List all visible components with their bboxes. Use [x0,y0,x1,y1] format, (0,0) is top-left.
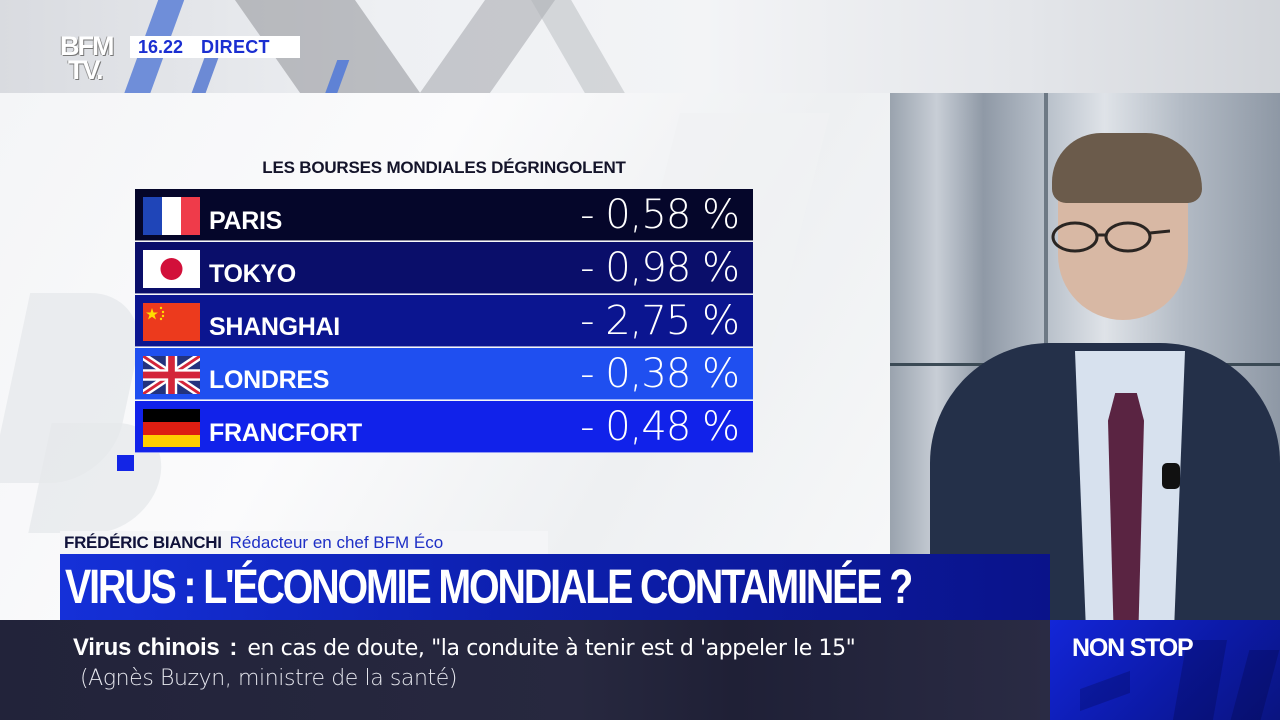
change-value: - 2,75 % [580,298,740,344]
uk-flag-icon [143,356,200,394]
ticker-attribution: (Agnès Buzyn, ministre de la santé) [80,666,458,691]
speaker-role: Rédacteur en chef BFM Éco [229,532,444,552]
presenter-tie [1108,393,1144,620]
ticker-line-1: Virus chinois: en cas de doute, "la condu… [73,634,856,662]
glasses-icon [1051,221,1170,253]
logo-line-2: TV. [68,55,104,85]
channel-logo: BFM TV. [60,31,124,85]
change-value: - 0,38 % [580,351,740,397]
table-row: FRANCFORT - 0,48 % [135,401,753,453]
markets-table: PARIS - 0,58 % TOKYO - 0,98 % SHANGHAI -… [135,189,753,454]
table-row: TOKYO - 0,98 % [135,242,753,294]
france-flag-icon [143,197,200,235]
ticker-quote: en cas de doute, "la conduite à tenir es… [247,636,856,661]
change-value: - 0,48 % [580,404,740,450]
headline-text: VIRUS : L'ÉCONOMIE MONDIALE CONTAMINÉE ? [65,560,913,614]
lapel-microphone-icon [1162,463,1180,489]
change-value: - 0,58 % [580,192,740,238]
germany-flag-icon [143,409,200,447]
change-value: - 0,98 % [580,245,740,291]
non-stop-badge: NON STOP [1050,620,1280,720]
city-label: LONDRES [209,366,330,394]
presenter-video [890,93,1280,620]
presenter-hair [1052,133,1202,203]
china-flag-icon [143,303,200,341]
headline-banner: VIRUS : L'ÉCONOMIE MONDIALE CONTAMINÉE ? [60,554,1050,620]
broadcast-time: 16.22 [138,36,184,57]
japan-flag-icon [143,250,200,288]
chart-title: LES BOURSES MONDIALES DÉGRINGOLENT [262,158,626,177]
news-ticker: Virus chinois: en cas de doute, "la condu… [0,620,1050,720]
live-label: DIRECT [201,36,270,57]
ticker-topic: Virus chinois [73,634,220,661]
non-stop-label: NON STOP [1072,634,1194,662]
speaker-name-strip: FRÉDÉRIC BIANCHI Rédacteur en chef BFM É… [60,531,548,554]
logo-line-1: BFM [60,31,115,61]
decorative-square [117,455,134,471]
speaker-name: FRÉDÉRIC BIANCHI [64,532,222,552]
ticker-separator: : [229,634,238,661]
studio-window-frame [1044,93,1048,383]
table-row: SHANGHAI - 2,75 % [135,295,753,347]
badge-decor [1080,670,1130,712]
table-row: PARIS - 0,58 % [135,189,753,241]
city-label: TOKYO [209,260,296,288]
table-row: LONDRES - 0,38 % [135,348,753,400]
city-label: SHANGHAI [209,313,340,341]
live-indicator: 16.22 DIRECT [130,36,300,58]
badge-decor [1230,650,1280,720]
city-label: PARIS [209,207,283,235]
city-label: FRANCFORT [209,419,362,447]
